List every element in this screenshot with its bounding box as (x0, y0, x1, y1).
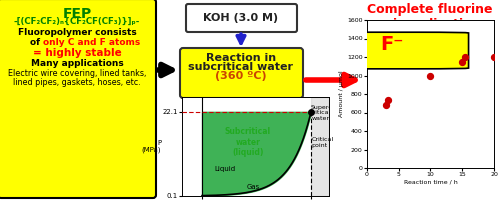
Text: Critical
point: Critical point (312, 137, 334, 148)
Y-axis label: Amount / μmol: Amount / μmol (339, 71, 344, 117)
FancyBboxPatch shape (319, 32, 469, 69)
Text: -[(CF₂CF₂)ₙ{CF₂CF(CF₃)}]ₚ-: -[(CF₂CF₂)ₙ{CF₂CF(CF₃)}]ₚ- (14, 17, 140, 26)
Text: lined pipes, gaskets, hoses, etc.: lined pipes, gaskets, hoses, etc. (13, 78, 141, 87)
Point (462, 56, 470, 59)
Text: Reaction in: Reaction in (206, 53, 276, 63)
Text: only C and F atoms: only C and F atoms (43, 38, 140, 47)
Text: Electric wire covering, lined tanks,: Electric wire covering, lined tanks, (8, 69, 146, 78)
FancyBboxPatch shape (0, 0, 156, 198)
Y-axis label: P
(MPa): P (MPa) (142, 140, 161, 153)
Text: subcritical water: subcritical water (189, 62, 293, 72)
Text: Subcritical
water
(liquid): Subcritical water (liquid) (225, 127, 271, 157)
FancyBboxPatch shape (186, 4, 297, 32)
X-axis label: Reaction time / h: Reaction time / h (404, 180, 457, 185)
Text: (360 ºC): (360 ºC) (215, 71, 267, 81)
Text: FEP: FEP (62, 7, 92, 21)
Point (384, 99, 392, 102)
Point (458, 60, 466, 63)
Text: Fluoropolymer consists: Fluoropolymer consists (17, 28, 136, 37)
Text: Super-
critical
water: Super- critical water (310, 105, 331, 121)
Text: Gas: Gas (247, 184, 260, 190)
FancyBboxPatch shape (180, 48, 303, 98)
Point (490, 55, 498, 59)
Text: F⁻: F⁻ (381, 35, 404, 54)
Point (382, 104, 390, 107)
Text: of: of (30, 38, 43, 47)
Text: = highly stable: = highly stable (32, 48, 121, 58)
Text: Complete fluorine
mineralization: Complete fluorine mineralization (367, 3, 493, 31)
Text: KOH (3.0 M): KOH (3.0 M) (204, 13, 278, 23)
Point (426, 75, 434, 78)
Text: Liquid: Liquid (214, 166, 235, 172)
Text: Many applications: Many applications (30, 59, 123, 68)
